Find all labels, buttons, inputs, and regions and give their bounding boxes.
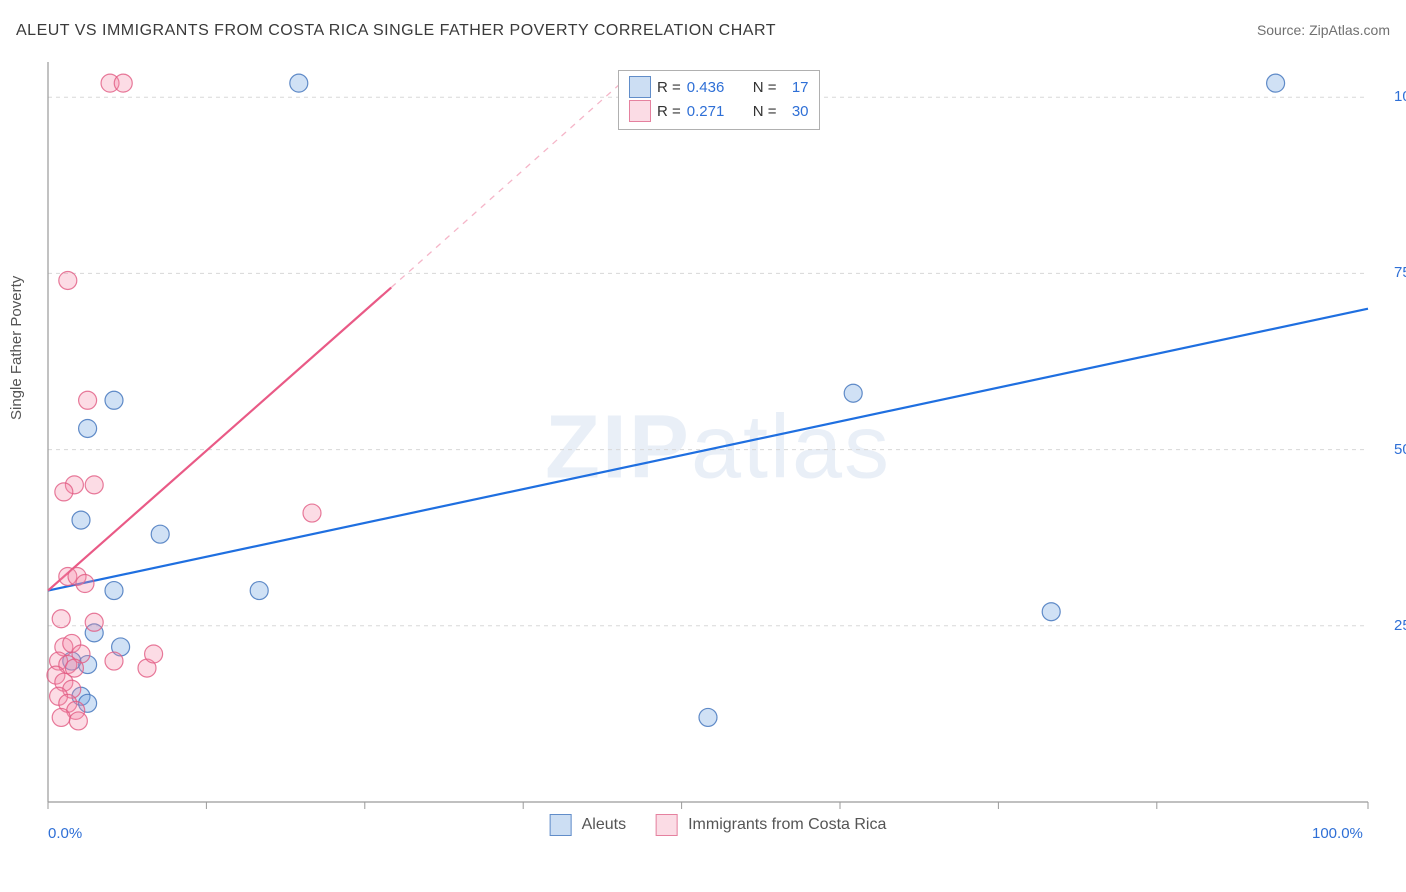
legend-n-label: N = [753,79,777,96]
legend-stats-row-aleuts: R = 0.436 N = 17 [629,75,809,99]
legend-series: Aleuts Immigrants from Costa Rica [550,814,887,836]
legend-n-value: 30 [783,103,809,120]
chart-container: ZIPatlas R = 0.436 N = 17 R = 0.271 N = … [48,62,1388,834]
y-axis-label: Single Father Poverty [8,276,25,420]
legend-n-value: 17 [783,79,809,96]
legend-n-label: N = [753,103,777,120]
chart-source: Source: ZipAtlas.com [1257,22,1390,38]
legend-r-label: R = [657,103,681,120]
swatch-icon [629,100,651,122]
chart-title: ALEUT VS IMMIGRANTS FROM COSTA RICA SING… [16,22,776,40]
swatch-icon [629,76,651,98]
legend-r-label: R = [657,79,681,96]
legend-item-costa-rica: Immigrants from Costa Rica [656,814,886,836]
swatch-icon [550,814,572,836]
swatch-icon [656,814,678,836]
chart-header: ALEUT VS IMMIGRANTS FROM COSTA RICA SING… [16,22,1390,40]
y-tick-label: 100.0% [1394,88,1406,105]
y-tick-label: 50.0% [1394,441,1406,458]
legend-r-value: 0.271 [687,103,733,120]
scatter-plot [48,62,1368,802]
legend-label: Immigrants from Costa Rica [688,816,886,834]
y-tick-label: 75.0% [1394,264,1406,281]
x-tick-label: 0.0% [48,825,82,842]
legend-label: Aleuts [582,816,626,834]
legend-r-value: 0.436 [687,79,733,96]
legend-stats-box: R = 0.436 N = 17 R = 0.271 N = 30 [618,70,820,130]
y-tick-label: 25.0% [1394,617,1406,634]
legend-item-aleuts: Aleuts [550,814,626,836]
legend-stats-row-costa-rica: R = 0.271 N = 30 [629,99,809,123]
x-tick-label: 100.0% [1312,825,1363,842]
